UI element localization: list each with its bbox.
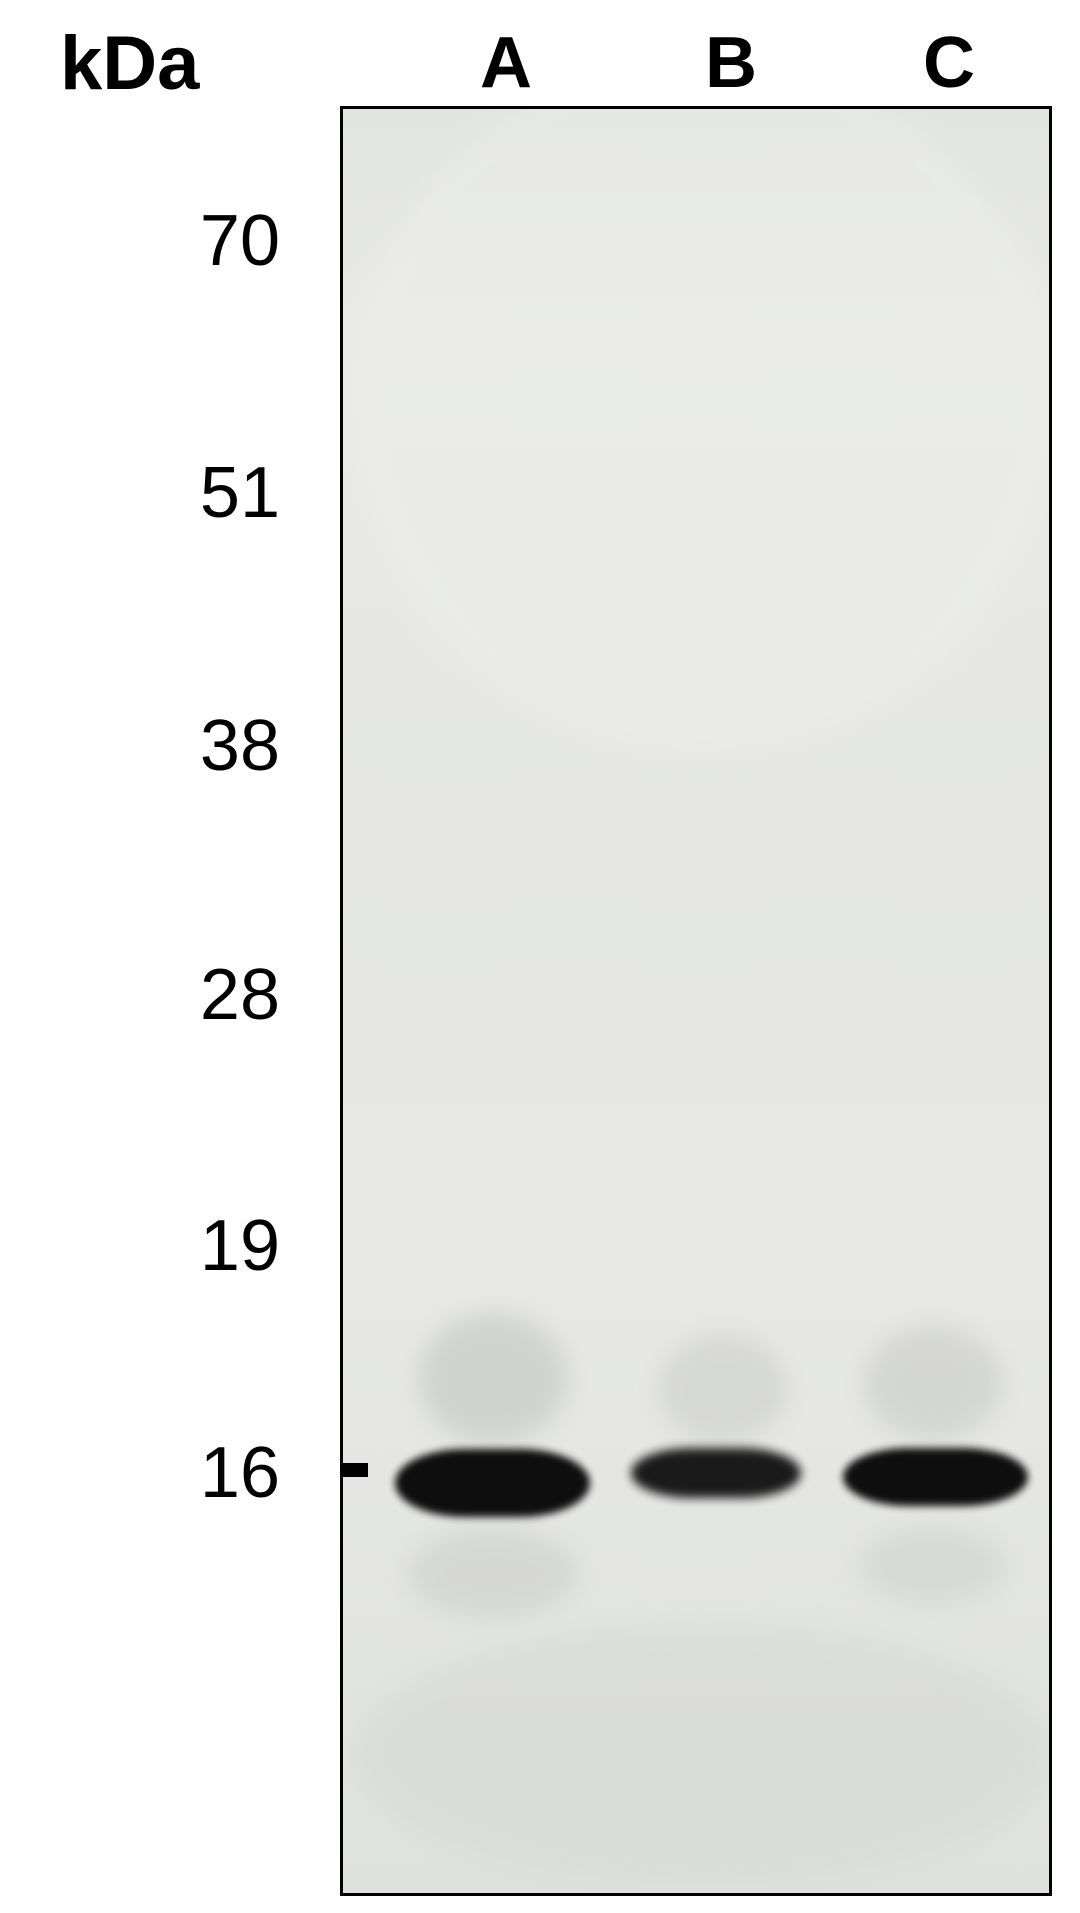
lane-label-C: C — [923, 22, 975, 104]
smear — [658, 1333, 788, 1443]
lane-label-B: B — [705, 22, 757, 104]
tick-51: 51 — [150, 452, 280, 534]
smear — [863, 1325, 1003, 1440]
band-lane-B — [631, 1448, 801, 1498]
tick-16: 16 — [150, 1432, 280, 1514]
smear — [418, 1313, 568, 1443]
tick-19: 19 — [150, 1205, 280, 1287]
lane-label-A: A — [480, 22, 532, 104]
blot-figure: kDa A B C 70 51 38 28 19 16 — [0, 0, 1080, 1913]
blot-membrane — [340, 106, 1052, 1896]
band-lane-A — [395, 1449, 590, 1517]
tick-28: 28 — [150, 954, 280, 1036]
marker-tick-16 — [343, 1463, 368, 1477]
smear — [408, 1528, 578, 1618]
smear — [858, 1525, 1008, 1605]
smear — [353, 1623, 1052, 1883]
y-axis-label: kDa — [60, 20, 199, 107]
band-lane-C — [843, 1448, 1028, 1506]
tick-38: 38 — [150, 705, 280, 787]
tick-70: 70 — [150, 200, 280, 282]
